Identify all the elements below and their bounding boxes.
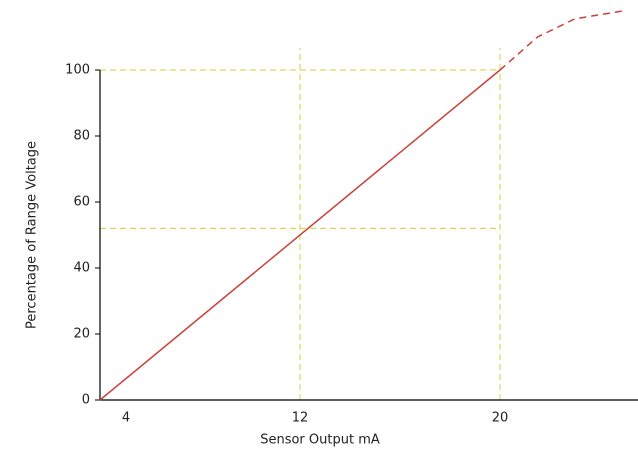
y-tick-label: 60 <box>73 195 90 210</box>
y-tick-label: 20 <box>73 327 90 342</box>
x-tick-label: 4 <box>122 411 130 426</box>
x-axis-label: Sensor Output mA <box>260 433 380 448</box>
x-tick-label: 20 <box>492 411 509 426</box>
y-tick-label: 100 <box>65 63 90 78</box>
line-series <box>499 9 626 71</box>
line-series <box>99 69 501 401</box>
y-tick-label: 40 <box>73 261 90 276</box>
y-axis-label: Percentage of Range Voltage <box>25 141 40 329</box>
y-tick-label: 0 <box>82 393 90 408</box>
y-tick-label: 80 <box>73 129 90 144</box>
x-tick-label: 12 <box>292 411 309 426</box>
